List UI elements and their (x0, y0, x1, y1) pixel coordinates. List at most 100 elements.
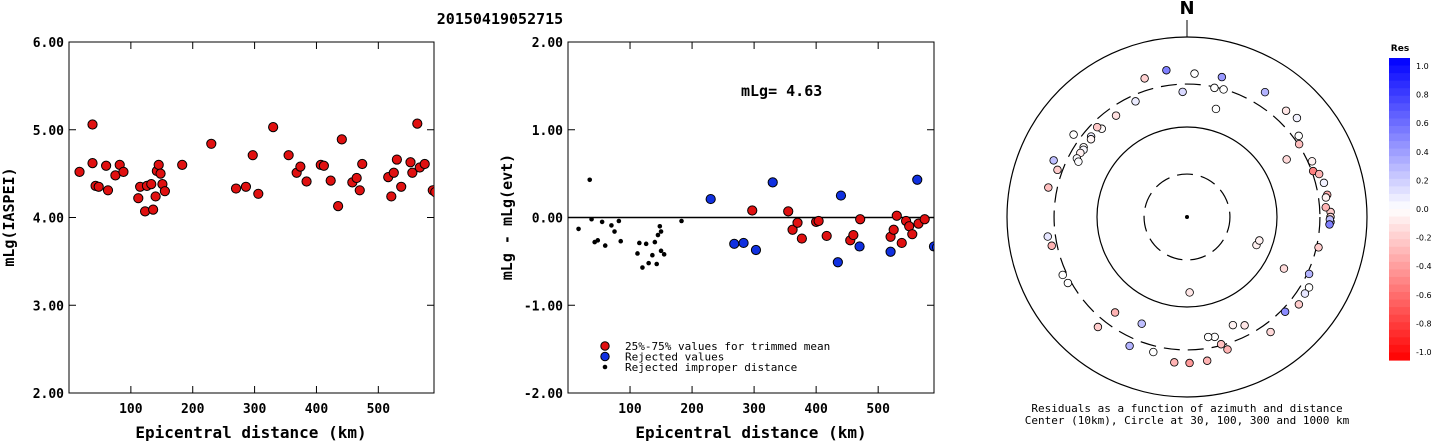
data-point (796, 233, 807, 244)
station-point (1162, 66, 1171, 75)
colorbar-cell (1389, 352, 1410, 361)
rejected-point (729, 238, 740, 249)
data-point (148, 204, 159, 215)
station-point (1074, 157, 1083, 166)
data-point (101, 160, 112, 171)
rejected-point (854, 241, 865, 252)
station-point (1131, 97, 1140, 106)
colorbar-cell (1389, 344, 1410, 354)
station-point (1149, 347, 1158, 357)
colorbar-cell (1389, 239, 1410, 248)
station-point (1111, 111, 1121, 120)
rejected-point (932, 243, 934, 252)
rejected-distance-point (643, 241, 649, 247)
colorbar-cell (1389, 110, 1410, 119)
data-point (318, 160, 329, 171)
ring-300km (1053, 83, 1321, 351)
rejected-point (885, 246, 896, 257)
legend-marker (602, 364, 608, 370)
station-point (1093, 322, 1103, 332)
colorbar-cell (1389, 163, 1410, 172)
data-point (405, 157, 416, 168)
station-point (1140, 74, 1149, 83)
data-points (576, 174, 934, 270)
station-point (1294, 139, 1304, 149)
data-point (848, 229, 859, 241)
station-point (1211, 104, 1221, 114)
x-tick-label: 200 (181, 402, 205, 417)
data-point (391, 154, 402, 165)
colorbar-tick-label: 1.0 (1416, 62, 1429, 71)
chart-polar-residuals: N Residuals as a function of azimuth and… (1006, 0, 1368, 427)
rejected-distance-point (602, 243, 608, 248)
ring-1000km (1006, 36, 1368, 398)
data-point (177, 159, 188, 170)
y-tick-label: -2.00 (524, 387, 563, 402)
data-point (146, 179, 157, 190)
y-tick-label: 4.00 (33, 212, 64, 227)
data-point (919, 214, 930, 225)
rejected-distance-point (576, 226, 581, 232)
station-point (1185, 358, 1194, 368)
colorbar-tick-label: -0.2 (1416, 234, 1432, 243)
colorbar-cell (1389, 103, 1410, 112)
colorbar-cell (1389, 141, 1410, 150)
data-point (301, 176, 312, 187)
station-point (1069, 130, 1078, 139)
colorbar-tick-label: 0.2 (1416, 176, 1429, 185)
ring-100km (1096, 126, 1278, 308)
station-point (1314, 243, 1323, 252)
data-point (821, 230, 832, 242)
colorbar: Res 1.0 0.8 0.6 0.4 0.2 0.0 -0.2 -0.4 -0.6 -0.8 -1… (1389, 44, 1432, 361)
data-point (206, 138, 217, 149)
x-tick-label: 300 (243, 402, 267, 417)
data-point (747, 205, 758, 216)
station-point (1280, 307, 1290, 316)
data-points (1043, 66, 1335, 368)
north-label: N (1179, 0, 1194, 19)
rejected-distance-point (599, 219, 605, 225)
station-point (1281, 106, 1291, 115)
y-axis-label: mLg(IASPEI) (0, 167, 18, 266)
colorbar-cell (1389, 80, 1410, 89)
rejected-distance-point (587, 177, 593, 183)
colorbar-tick-label: -0.6 (1416, 291, 1432, 300)
rejected-distance-point (658, 229, 664, 234)
data-point (295, 161, 306, 172)
data-point (891, 210, 902, 221)
x-tick-label: 100 (618, 402, 642, 417)
station-point (1170, 358, 1179, 367)
rejected-distance-point (655, 232, 661, 238)
axis-ticks: 100 200 300 400 500 2.00 3.00 4.00 5.00 6.00 (33, 36, 434, 417)
data-point (333, 200, 344, 212)
colorbar-cell (1389, 224, 1410, 233)
station-point (1223, 345, 1232, 354)
data-point (268, 122, 279, 133)
data-point (336, 134, 347, 145)
rejected-point (705, 193, 716, 205)
station-point (1058, 270, 1067, 280)
data-point (93, 181, 104, 192)
data-point (133, 193, 144, 204)
data-point (412, 118, 423, 129)
data-point (102, 185, 114, 196)
data-point (388, 167, 399, 178)
colorbar-cell (1389, 186, 1410, 195)
colorbar-cell (1389, 307, 1410, 316)
ring-30km (1143, 173, 1231, 261)
data-point (357, 158, 368, 170)
station-point (1240, 321, 1249, 330)
x-axis-label: Epicentral distance (km) (135, 423, 366, 441)
data-point (150, 191, 161, 202)
station-point (1178, 87, 1187, 97)
station-point (1307, 157, 1317, 166)
station-point (1219, 85, 1228, 94)
station-point (1216, 340, 1226, 349)
y-tick-label: -1.00 (524, 299, 563, 314)
rejected-distance-point (650, 252, 655, 258)
colorbar-cell (1389, 95, 1410, 104)
rejected-distance-point (679, 218, 684, 224)
colorbar-cell (1389, 254, 1410, 263)
data-point (386, 191, 397, 202)
